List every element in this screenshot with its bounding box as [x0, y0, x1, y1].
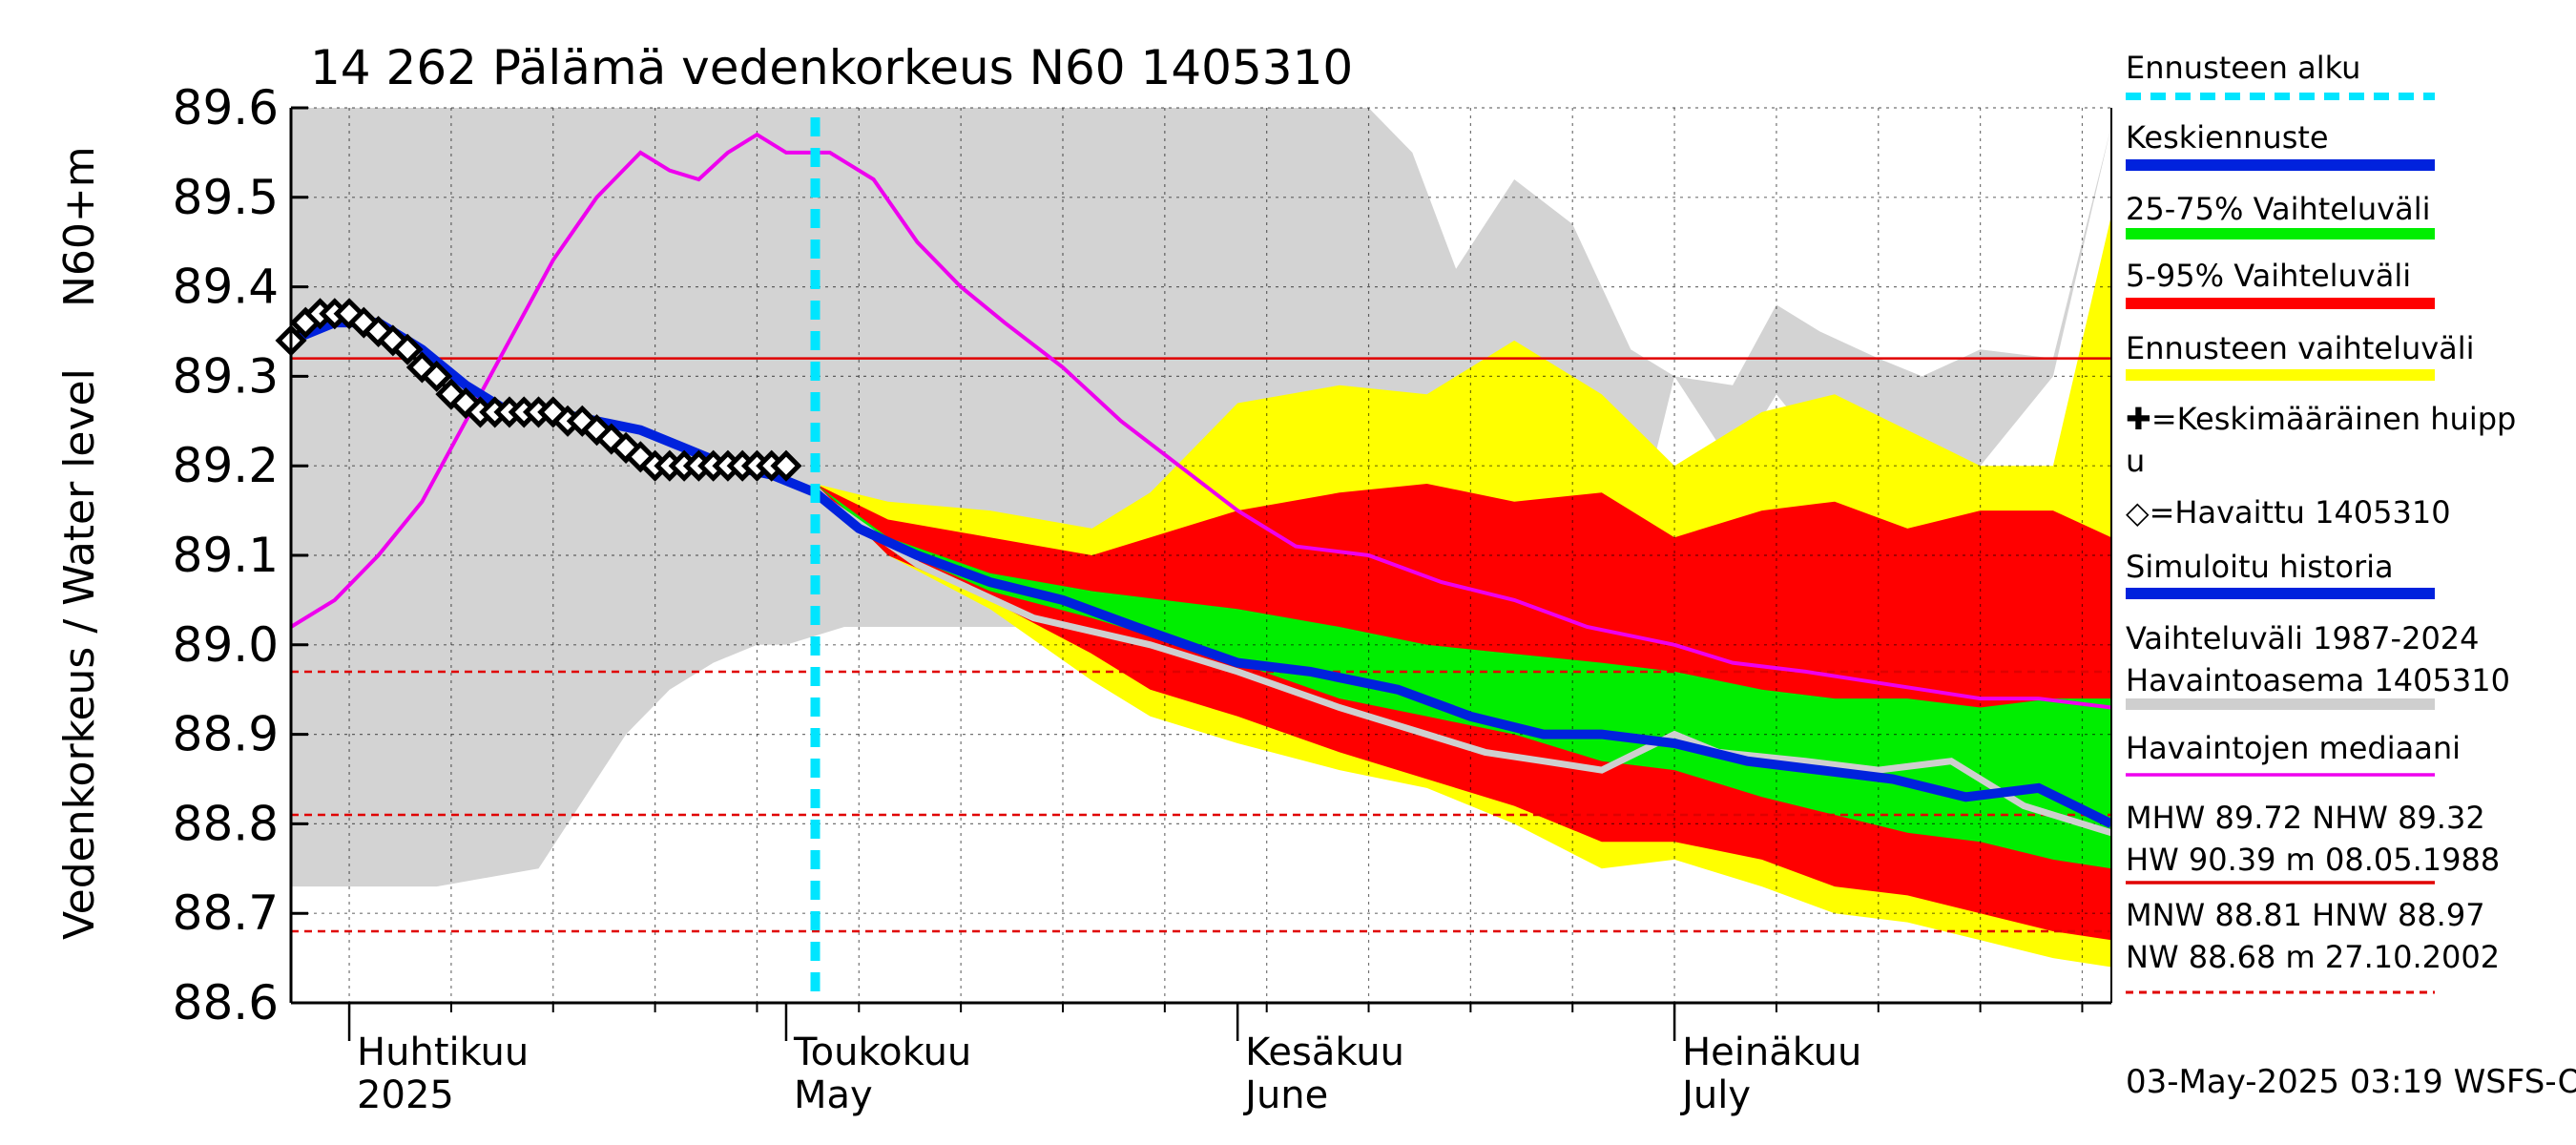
footer-timestamp: 03-May-2025 03:19 WSFS-O: [2126, 1063, 2576, 1101]
y-tick-label: 89.3: [173, 348, 279, 404]
y-axis-label: Vedenkorkeus / Water level: [55, 368, 104, 940]
band-25-75: [815, 484, 2111, 869]
y-tick-label: 88.7: [173, 885, 279, 941]
legend-label-line2: HW 90.39 m 08.05.1988: [2126, 842, 2500, 878]
month-label-en: June: [1242, 1073, 1328, 1117]
observed-median-line: [291, 132, 2111, 710]
grid-lines: [291, 107, 2111, 1004]
month-label-fi: Heinäkuu: [1682, 1030, 1861, 1074]
reference-lines: [291, 357, 2111, 933]
y-tick-label: 88.9: [173, 707, 279, 762]
observed-markers: [275, 298, 802, 482]
y-tick-label: 89.5: [173, 170, 279, 225]
legend-label: ✚=Keskimääräinen huipp: [2126, 401, 2516, 437]
month-label-en: 2025: [357, 1073, 454, 1117]
simulated-gray-line: [813, 489, 2111, 837]
y-tick-label: 89.1: [173, 528, 279, 583]
month-label-fi: Huhtikuu: [357, 1030, 529, 1074]
legend-label: Keskiennuste: [2126, 119, 2329, 156]
legend-label: Vaihteluväli 1987-2024: [2126, 620, 2480, 656]
y-axis-unit: N60+m: [55, 146, 104, 307]
legend-label: Simuloitu historia: [2126, 549, 2394, 585]
legend-label: MNW 88.81 HNW 88.97: [2126, 897, 2485, 933]
legend-label-line2: Havaintoasema 1405310: [2126, 662, 2510, 698]
month-label-fi: Kesäkuu: [1245, 1030, 1404, 1074]
legend-label-line2: u: [2126, 443, 2145, 479]
y-axis-label-group: Vedenkorkeus / Water level N60+m: [55, 146, 104, 940]
legend: Ennusteen alku Keskiennuste 25-75% Vaihtel…: [2126, 50, 2516, 994]
range-bands: [291, 108, 2111, 968]
y-tick-label: 88.8: [173, 796, 279, 851]
y-tick-label: 89.6: [173, 80, 279, 135]
legend-label: Havaintojen mediaani: [2126, 730, 2461, 766]
legend-label: 25-75% Vaihteluväli: [2126, 191, 2430, 227]
y-tick-label: 88.6: [173, 975, 279, 1030]
legend-label: 5-95% Vaihteluväli: [2126, 258, 2411, 294]
y-ticks: 89.6 89.5 89.4 89.3 89.2 89.1 89.0 88.9 88.8 88.7…: [173, 80, 308, 1030]
y-tick-label: 89.2: [173, 438, 279, 493]
legend-label-line2: NW 88.68 m 27.10.2002: [2126, 939, 2500, 975]
month-label-en: July: [1679, 1073, 1751, 1117]
legend-label: Ennusteen vaihteluväli: [2126, 330, 2475, 366]
legend-label: Ennusteen alku: [2126, 50, 2360, 86]
observed-point: [391, 333, 424, 365]
y-tick-label: 89.0: [173, 617, 279, 673]
observed-point: [770, 449, 802, 482]
month-label-fi: Toukokuu: [793, 1030, 971, 1074]
observed-point: [421, 360, 453, 392]
y-tick-label: 89.4: [173, 260, 279, 315]
legend-label: ◇=Havaittu 1405310: [2126, 494, 2451, 531]
median-forecast-line: [812, 489, 2111, 828]
legend-label: MHW 89.72 NHW 89.32: [2126, 800, 2485, 836]
chart-title: 14 262 Pälämä vedenkorkeus N60 1405310: [310, 40, 1353, 95]
month-label-en: May: [794, 1073, 873, 1117]
